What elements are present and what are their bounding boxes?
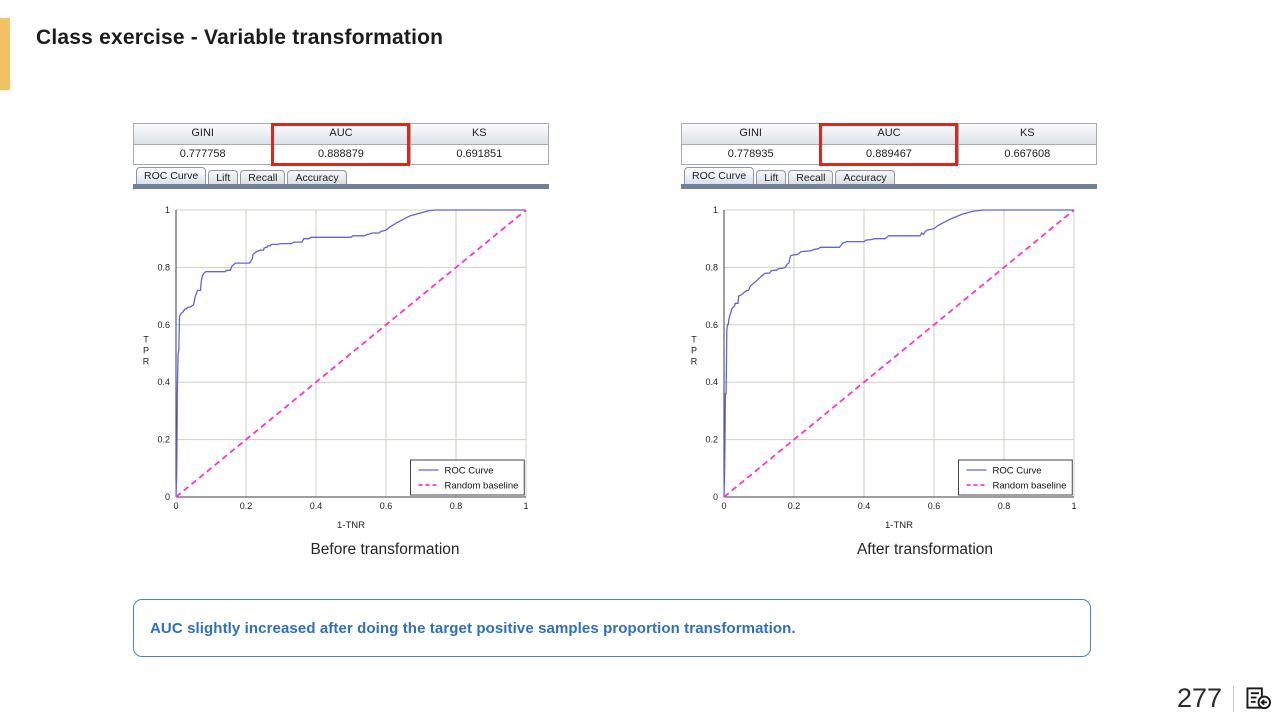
caption-after: After transformation xyxy=(856,541,994,558)
metric-value-ks: 0.691851 xyxy=(410,144,548,164)
metric-value-ks: 0.667608 xyxy=(958,144,1096,164)
roc-chart-after: 0 0.2 0.4 0.6 0.8 1 0 0.2 0.4 0.6 0.8 1 1-TNR TPR ROC … xyxy=(691,205,1077,531)
metrics-panel-after: GINI AUC KS 0.778935 0.889467 0.667608 R… xyxy=(681,123,1097,189)
svg-text:ROC Curve: ROC Curve xyxy=(993,466,1042,477)
svg-text:0.6: 0.6 xyxy=(380,501,393,511)
tab-recall[interactable]: Recall xyxy=(788,170,834,184)
roc-chart-before: 0 0.2 0.4 0.6 0.8 1 0 0.2 0.4 0.6 0.8 1 1-TNR TPR ROC … xyxy=(143,205,529,531)
svg-text:Random baseline: Random baseline xyxy=(445,481,519,492)
svg-text:R: R xyxy=(143,357,150,367)
tab-bar: ROC Curve Lift Recall Accuracy xyxy=(133,165,549,184)
svg-text:1-TNR: 1-TNR xyxy=(337,520,365,531)
svg-text:0: 0 xyxy=(173,501,178,511)
tab-bar: ROC Curve Lift Recall Accuracy xyxy=(681,165,1097,184)
svg-text:ROC Curve: ROC Curve xyxy=(445,466,494,477)
metric-header-gini: GINI xyxy=(682,124,821,144)
note-box: AUC slightly increased after doing the t… xyxy=(133,599,1091,657)
svg-text:P: P xyxy=(143,346,149,356)
metric-header-auc: AUC xyxy=(820,124,959,144)
metric-header-ks: KS xyxy=(410,124,548,144)
tab-roc-curve[interactable]: ROC Curve xyxy=(136,167,207,184)
svg-text:0.6: 0.6 xyxy=(157,320,170,330)
svg-text:0.4: 0.4 xyxy=(310,501,323,511)
svg-text:0.4: 0.4 xyxy=(157,377,170,387)
metric-header-gini: GINI xyxy=(134,124,273,144)
svg-text:0: 0 xyxy=(713,492,718,502)
note-text: AUC slightly increased after doing the t… xyxy=(150,619,796,637)
svg-text:1-TNR: 1-TNR xyxy=(885,520,913,531)
svg-text:P: P xyxy=(691,346,697,356)
svg-text:0.2: 0.2 xyxy=(157,435,170,445)
metric-value-gini: 0.778935 xyxy=(682,144,821,164)
caption-before: Before transformation xyxy=(310,541,460,558)
metric-value-auc: 0.889467 xyxy=(820,144,959,164)
tab-underline-strip xyxy=(681,184,1097,189)
metric-value-auc: 0.888879 xyxy=(272,144,411,164)
footer-divider xyxy=(1233,685,1234,712)
svg-text:T: T xyxy=(691,335,697,345)
metric-header-auc: AUC xyxy=(272,124,411,144)
svg-text:1: 1 xyxy=(713,205,718,215)
svg-text:1: 1 xyxy=(165,205,170,215)
svg-text:0.6: 0.6 xyxy=(928,501,941,511)
svg-text:0: 0 xyxy=(165,492,170,502)
svg-text:0.6: 0.6 xyxy=(705,320,718,330)
tab-recall[interactable]: Recall xyxy=(240,170,286,184)
tab-accuracy[interactable]: Accuracy xyxy=(287,170,347,184)
svg-text:Random baseline: Random baseline xyxy=(993,481,1067,492)
svg-text:0.2: 0.2 xyxy=(705,435,718,445)
svg-text:0: 0 xyxy=(721,501,726,511)
svg-text:0.4: 0.4 xyxy=(858,501,871,511)
metric-value-gini: 0.777758 xyxy=(134,144,273,164)
metrics-panel-before: GINI AUC KS 0.777758 0.888879 0.691851 R… xyxy=(133,123,549,189)
svg-text:0.2: 0.2 xyxy=(788,501,801,511)
svg-text:0.8: 0.8 xyxy=(998,501,1011,511)
tab-underline-strip xyxy=(133,184,549,189)
svg-text:0.2: 0.2 xyxy=(240,501,253,511)
tab-roc-curve[interactable]: ROC Curve xyxy=(684,167,755,184)
svg-text:0.8: 0.8 xyxy=(450,501,463,511)
tab-lift[interactable]: Lift xyxy=(208,170,239,184)
title-accent-bar xyxy=(0,18,10,90)
svg-text:T: T xyxy=(143,335,149,345)
page-title: Class exercise - Variable transformation xyxy=(36,26,444,49)
svg-text:0.8: 0.8 xyxy=(705,262,718,272)
document-return-icon[interactable] xyxy=(1245,686,1272,711)
footer: 277 xyxy=(1177,683,1272,714)
metrics-table: GINI AUC KS 0.777758 0.888879 0.691851 xyxy=(133,123,549,165)
svg-text:1: 1 xyxy=(1071,501,1076,511)
svg-text:1: 1 xyxy=(523,501,528,511)
metric-header-ks: KS xyxy=(958,124,1096,144)
tab-lift[interactable]: Lift xyxy=(756,170,787,184)
metrics-table: GINI AUC KS 0.778935 0.889467 0.667608 xyxy=(681,123,1097,165)
tab-accuracy[interactable]: Accuracy xyxy=(835,170,895,184)
svg-text:0.8: 0.8 xyxy=(157,262,170,272)
svg-text:R: R xyxy=(691,357,698,367)
page-number: 277 xyxy=(1176,683,1222,713)
svg-text:0.4: 0.4 xyxy=(705,377,718,387)
